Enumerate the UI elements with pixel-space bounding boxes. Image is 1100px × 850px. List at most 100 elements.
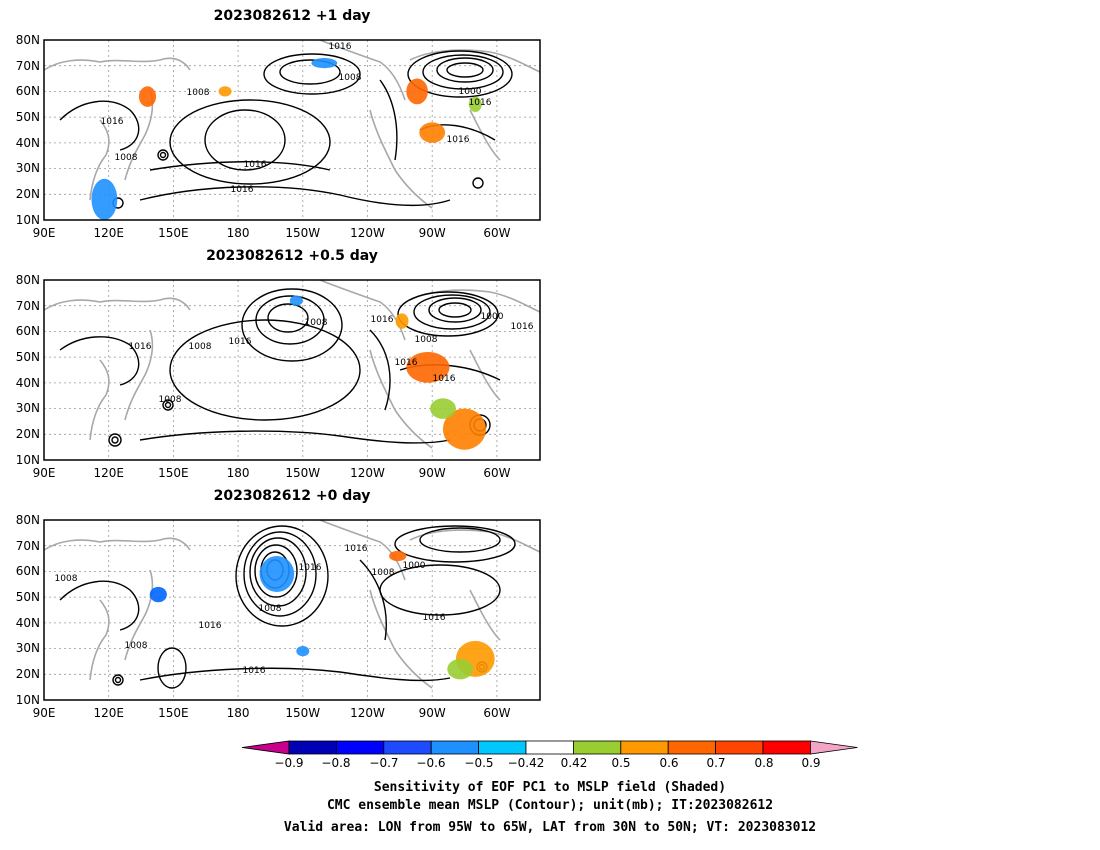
y-tick: 20N — [16, 427, 40, 441]
panel-3-map: 1008 1016 1008 1016 1008 1016 1000 1008 … — [43, 519, 541, 701]
y-tick: 80N — [16, 33, 40, 47]
y-tick: 50N — [16, 590, 40, 604]
contour-label: 1008 — [55, 574, 78, 584]
contour-label: 1016 — [433, 374, 456, 384]
panel-2-coastlines — [43, 279, 541, 449]
contour-label: 1008 — [125, 641, 148, 651]
contour-label: 1008 — [189, 342, 212, 352]
contour-label: 1016 — [243, 666, 266, 676]
y-tick: 80N — [16, 273, 40, 287]
contour-label: 1016 — [371, 315, 394, 325]
colorbar-swatch — [430, 740, 480, 755]
y-tick: 30N — [16, 641, 40, 655]
x-tick: 150W — [285, 706, 320, 720]
x-tick: 120E — [93, 226, 124, 240]
y-tick: 40N — [16, 616, 40, 630]
colorbar-swatch — [335, 740, 385, 755]
x-tick: 90W — [419, 466, 446, 480]
contour-label: 1016 — [447, 135, 470, 145]
colorbar: −0.9 −0.8 −0.7 −0.6 −0.5 −0.42 0.42 0.5 … — [241, 740, 858, 770]
colorbar-label: −0.8 — [321, 756, 350, 770]
panel-2-map: 1016 1008 1016 1008 1016 1000 1016 1008 … — [43, 279, 541, 461]
panel-3-title: 2023082612 +0 day — [214, 488, 371, 504]
panel-2-contour-labels: 1016 1008 1016 1008 1016 1000 1016 1008 … — [129, 312, 534, 405]
contour-label: 1016 — [231, 185, 254, 195]
colorbar-low-extension — [241, 740, 290, 755]
x-tick: 180 — [227, 466, 250, 480]
y-tick: 70N — [16, 299, 40, 313]
colorbar-swatch — [573, 740, 622, 755]
caption-line-1: Sensitivity of EOF PC1 to MSLP field (Sh… — [374, 780, 726, 795]
panel-1-y-ticks: 80N 70N 60N 50N 40N 30N 20N 10N — [16, 33, 40, 227]
colorbar-swatch — [383, 740, 432, 755]
contour-label: 1000 — [481, 312, 504, 322]
contour-label: 1008 — [305, 318, 328, 328]
contour-label: 1016 — [423, 613, 446, 623]
contour-label: 1008 — [187, 88, 210, 98]
contour-label: 1008 — [259, 604, 282, 614]
contour-label: 1016 — [244, 160, 267, 170]
panel-1: 2023082612 +1 day — [16, 8, 541, 240]
panel-2-x-ticks: 90E 120E 150E 180 150W 120W 90W 60W — [33, 466, 511, 480]
panel-1-map: 1016 1008 1008 1016 1008 1000 1016 1016 … — [43, 39, 541, 221]
sensitivity-patch — [259, 556, 295, 592]
contour-label: 1016 — [229, 337, 252, 347]
contour-label: 1016 — [395, 358, 418, 368]
y-tick: 60N — [16, 324, 40, 338]
contour-label: 1000 — [459, 87, 482, 97]
y-tick: 10N — [16, 693, 40, 707]
contour-label: 1016 — [101, 117, 124, 127]
colorbar-label: −0.5 — [464, 756, 493, 770]
panel-3-y-ticks: 80N 70N 60N 50N 40N 30N 20N 10N — [16, 513, 40, 707]
sensitivity-patch — [311, 58, 338, 69]
x-tick: 60W — [483, 706, 510, 720]
x-tick: 90E — [33, 226, 56, 240]
colorbar-swatch — [525, 740, 574, 755]
sensitivity-patch — [389, 550, 407, 562]
sensitivity-patch — [419, 122, 446, 143]
y-tick: 10N — [16, 213, 40, 227]
x-tick: 120W — [350, 466, 385, 480]
panel-2-y-ticks: 80N 70N 60N 50N 40N 30N 20N 10N — [16, 273, 40, 467]
y-tick: 20N — [16, 187, 40, 201]
colorbar-label: 0.9 — [801, 756, 820, 770]
x-tick: 90W — [419, 706, 446, 720]
colorbar-label: 0.7 — [706, 756, 725, 770]
x-tick: 150W — [285, 466, 320, 480]
sensitivity-patch — [138, 86, 157, 107]
sensitivity-patch — [91, 178, 118, 220]
x-tick: 150W — [285, 226, 320, 240]
x-tick: 120W — [350, 226, 385, 240]
x-tick: 120W — [350, 706, 385, 720]
colorbar-swatch — [288, 740, 337, 755]
contour-label: 1008 — [339, 73, 362, 83]
panel-3-contour-labels: 1008 1016 1008 1016 1008 1016 1000 1008 … — [55, 544, 446, 676]
x-tick: 60W — [483, 226, 510, 240]
panel-2-title: 2023082612 +0.5 day — [206, 248, 378, 264]
y-tick: 50N — [16, 110, 40, 124]
y-tick: 40N — [16, 136, 40, 150]
panel-1-x-ticks: 90E 120E 150E 180 150W 120W 90W 60W — [33, 226, 511, 240]
sensitivity-patch — [289, 295, 303, 306]
caption: Sensitivity of EOF PC1 to MSLP field (Sh… — [284, 780, 816, 835]
y-tick: 70N — [16, 59, 40, 73]
x-tick: 60W — [483, 466, 510, 480]
sensitivity-patch — [149, 586, 167, 603]
colorbar-label: 0.42 — [561, 756, 588, 770]
colorbar-label: −0.6 — [416, 756, 445, 770]
sensitivity-patch — [296, 646, 310, 657]
y-tick: 70N — [16, 539, 40, 553]
x-tick: 120E — [93, 466, 124, 480]
contour-label: 1000 — [403, 561, 426, 571]
contour-label: 1008 — [115, 153, 138, 163]
sensitivity-patch — [468, 96, 482, 113]
sensitivity-patch — [406, 78, 428, 105]
panel-1-title: 2023082612 +1 day — [214, 8, 371, 24]
colorbar-labels: −0.9 −0.8 −0.7 −0.6 −0.5 −0.42 0.42 0.5 … — [274, 756, 820, 770]
panel-3-shading — [149, 550, 495, 680]
x-tick: 90E — [33, 706, 56, 720]
y-tick: 30N — [16, 401, 40, 415]
sensitivity-patch — [218, 86, 232, 97]
sensitivity-patch — [447, 658, 474, 680]
colorbar-high-extension — [810, 740, 858, 755]
